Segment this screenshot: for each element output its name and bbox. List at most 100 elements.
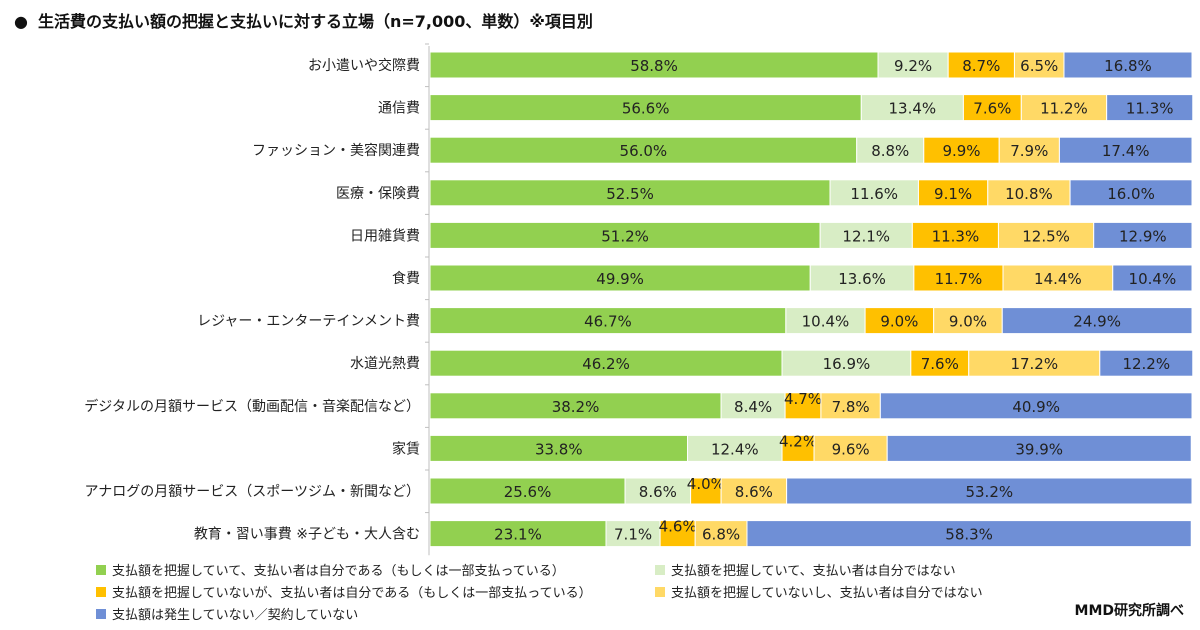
category-label: 通信費 [378, 101, 420, 117]
bar-segment [933, 307, 1003, 335]
category-label: 食費 [392, 270, 420, 287]
data-label: 9.0% [880, 313, 918, 331]
data-label: 8.4% [734, 398, 772, 416]
bar-segment [659, 520, 696, 548]
legend-item-3: 支払額を把握していないが、支払い者は自分である（もしくは一部支払っている） [96, 582, 592, 601]
data-label: 7.8% [832, 398, 870, 416]
data-label: 12.9% [1119, 227, 1167, 245]
bar-segment [624, 477, 692, 505]
data-label: 8.6% [639, 483, 677, 501]
data-label: 33.8% [535, 440, 583, 458]
data-label: 46.7% [584, 313, 632, 331]
data-label: 39.9% [1015, 440, 1063, 458]
bar-segment [987, 179, 1071, 207]
data-label: 8.6% [735, 483, 773, 501]
bar-segment [1069, 179, 1193, 207]
legend-swatch-4 [655, 586, 665, 597]
data-label: 16.9% [823, 355, 871, 373]
data-label: 8.8% [871, 142, 909, 160]
data-label: 17.4% [1102, 142, 1150, 160]
legend-label-5: 支払額は発生していない／契約していない [112, 608, 359, 623]
bar-segment [860, 94, 964, 122]
data-label: 9.2% [894, 57, 932, 75]
bar-segment [1001, 307, 1193, 335]
data-label: 24.9% [1073, 313, 1121, 331]
data-label: 25.6% [504, 483, 552, 501]
bar-segment [1020, 94, 1108, 122]
legend-label-1: 支払額を把握していて、支払い者は自分である（もしくは一部支払っている） [112, 564, 565, 579]
bar-segment [917, 179, 989, 207]
legend-label-3: 支払額を把握していないが、支払い者は自分である（もしくは一部支払っている） [112, 586, 592, 601]
legend-item-5: 支払額は発生していない／契約していない [96, 604, 358, 623]
bar-segment [720, 477, 788, 505]
data-label: 56.0% [620, 142, 668, 160]
category-label: レジャー・エンターテインメント費 [197, 314, 420, 330]
data-label: 9.9% [942, 142, 980, 160]
data-label: 12.2% [1122, 355, 1170, 373]
data-label: 17.2% [1010, 355, 1058, 373]
category-label: アナログの月額サービス（スポーツジム・新聞など） [85, 484, 420, 500]
bar-segment [913, 264, 1004, 292]
data-label: 7.6% [921, 355, 959, 373]
data-label: 12.5% [1022, 227, 1070, 245]
bar-segment [429, 392, 722, 420]
data-label: 11.3% [1126, 100, 1174, 118]
bar-segment [429, 221, 821, 249]
bar-segment [856, 136, 925, 164]
bar-segment [429, 94, 862, 122]
data-label: 7.6% [973, 100, 1011, 118]
category-label: お小遣いや交際費 [308, 57, 420, 74]
bar-segment [687, 434, 783, 462]
data-label: 52.5% [606, 185, 654, 203]
data-label: 14.4% [1034, 270, 1082, 288]
category-label: ファッション・美容関連費 [252, 142, 420, 159]
bar-segment [1106, 94, 1194, 122]
data-label: 13.6% [838, 270, 886, 288]
data-label: 23.1% [494, 526, 542, 544]
category-label: 水道光熱費 [350, 356, 420, 372]
bar-segment [998, 136, 1060, 164]
title-bullet: ● [14, 12, 28, 31]
bar-segment [429, 136, 858, 164]
legend-item-4: 支払額を把握していないし、支払い者は自分ではない [655, 582, 983, 601]
data-label: 11.6% [850, 185, 898, 203]
bar-segment [786, 477, 1193, 505]
bar-segment [746, 520, 1192, 548]
data-label: 9.0% [949, 313, 987, 331]
data-label: 7.1% [614, 526, 652, 544]
data-label: 7.9% [1010, 142, 1048, 160]
bar-segment [720, 392, 786, 420]
bar-segment [997, 221, 1095, 249]
bar-segment [820, 392, 881, 420]
category-label: 日用雑貨費 [350, 227, 420, 244]
legend-item-2: 支払額を把握していて、支払い者は自分ではない [655, 560, 956, 579]
data-label: 10.4% [802, 313, 850, 331]
data-label: 40.9% [1012, 398, 1060, 416]
bar-segment [429, 477, 626, 505]
bar-segment [1002, 264, 1114, 292]
category-label: 家賃 [392, 440, 420, 457]
bar-segment [886, 434, 1192, 462]
bar-segment [877, 51, 949, 79]
data-label: 58.8% [630, 57, 678, 75]
data-label: 9.1% [934, 185, 972, 203]
bar-segment [962, 94, 1022, 122]
data-label: 4.2% [779, 432, 817, 450]
data-label: 51.2% [601, 227, 649, 245]
bar-segment [923, 136, 1000, 164]
data-label: 10.4% [1129, 270, 1177, 288]
data-label: 6.5% [1020, 57, 1058, 75]
bar-segment [690, 477, 722, 505]
chart-title-text: 生活費の支払い額の把握と支払いに対する立場（n=7,000、単数）※項目別 [37, 12, 593, 31]
bar-segment [1063, 51, 1193, 79]
data-label: 38.2% [552, 398, 600, 416]
data-label: 11.3% [932, 227, 980, 245]
data-label: 11.7% [935, 270, 983, 288]
data-label: 9.6% [832, 440, 870, 458]
chart-title: ● 生活費の支払い額の把握と支払いに対する立場（n=7,000、単数）※項目別 [14, 8, 593, 32]
data-label: 6.8% [702, 526, 740, 544]
data-label: 13.4% [889, 100, 937, 118]
bar-segment [605, 520, 661, 548]
bar-segment [781, 349, 912, 377]
